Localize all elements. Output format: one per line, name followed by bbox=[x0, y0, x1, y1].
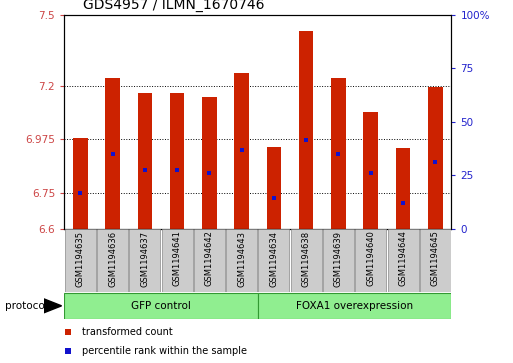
Text: GSM1194634: GSM1194634 bbox=[269, 231, 279, 287]
Bar bbox=[387, 229, 419, 292]
Bar bbox=[323, 229, 354, 292]
Bar bbox=[65, 229, 96, 292]
Bar bbox=[364, 112, 378, 229]
Text: GFP control: GFP control bbox=[131, 301, 191, 311]
Text: GSM1194642: GSM1194642 bbox=[205, 231, 214, 286]
Bar bbox=[194, 229, 225, 292]
Bar bbox=[129, 229, 160, 292]
Bar bbox=[234, 73, 249, 229]
Bar bbox=[64, 293, 258, 319]
Bar bbox=[291, 229, 322, 292]
Text: GSM1194640: GSM1194640 bbox=[366, 231, 375, 286]
Bar bbox=[226, 229, 257, 292]
Bar bbox=[202, 97, 216, 229]
Text: GSM1194639: GSM1194639 bbox=[334, 231, 343, 287]
Bar bbox=[331, 78, 346, 229]
Bar bbox=[105, 78, 120, 229]
Bar bbox=[137, 93, 152, 229]
Bar bbox=[299, 31, 313, 229]
Text: GSM1194638: GSM1194638 bbox=[302, 231, 311, 287]
Text: GSM1194636: GSM1194636 bbox=[108, 231, 117, 287]
Bar bbox=[420, 229, 451, 292]
Bar bbox=[267, 147, 281, 229]
Text: percentile rank within the sample: percentile rank within the sample bbox=[82, 346, 247, 356]
Bar bbox=[162, 229, 192, 292]
Bar bbox=[259, 229, 289, 292]
Bar bbox=[356, 229, 386, 292]
Text: GSM1194635: GSM1194635 bbox=[76, 231, 85, 287]
Text: GDS4957 / ILMN_1670746: GDS4957 / ILMN_1670746 bbox=[84, 0, 265, 12]
Text: GSM1194641: GSM1194641 bbox=[172, 231, 182, 286]
Bar bbox=[73, 138, 88, 229]
Text: GSM1194644: GSM1194644 bbox=[399, 231, 407, 286]
Text: FOXA1 overexpression: FOXA1 overexpression bbox=[296, 301, 413, 311]
Bar bbox=[428, 87, 443, 229]
Text: GSM1194645: GSM1194645 bbox=[431, 231, 440, 286]
Text: GSM1194637: GSM1194637 bbox=[141, 231, 149, 287]
Text: protocol: protocol bbox=[5, 301, 48, 311]
Bar bbox=[97, 229, 128, 292]
Bar bbox=[170, 93, 184, 229]
Bar bbox=[258, 293, 451, 319]
Text: GSM1194643: GSM1194643 bbox=[237, 231, 246, 287]
Polygon shape bbox=[44, 299, 62, 313]
Bar bbox=[396, 148, 410, 229]
Text: transformed count: transformed count bbox=[82, 327, 172, 337]
